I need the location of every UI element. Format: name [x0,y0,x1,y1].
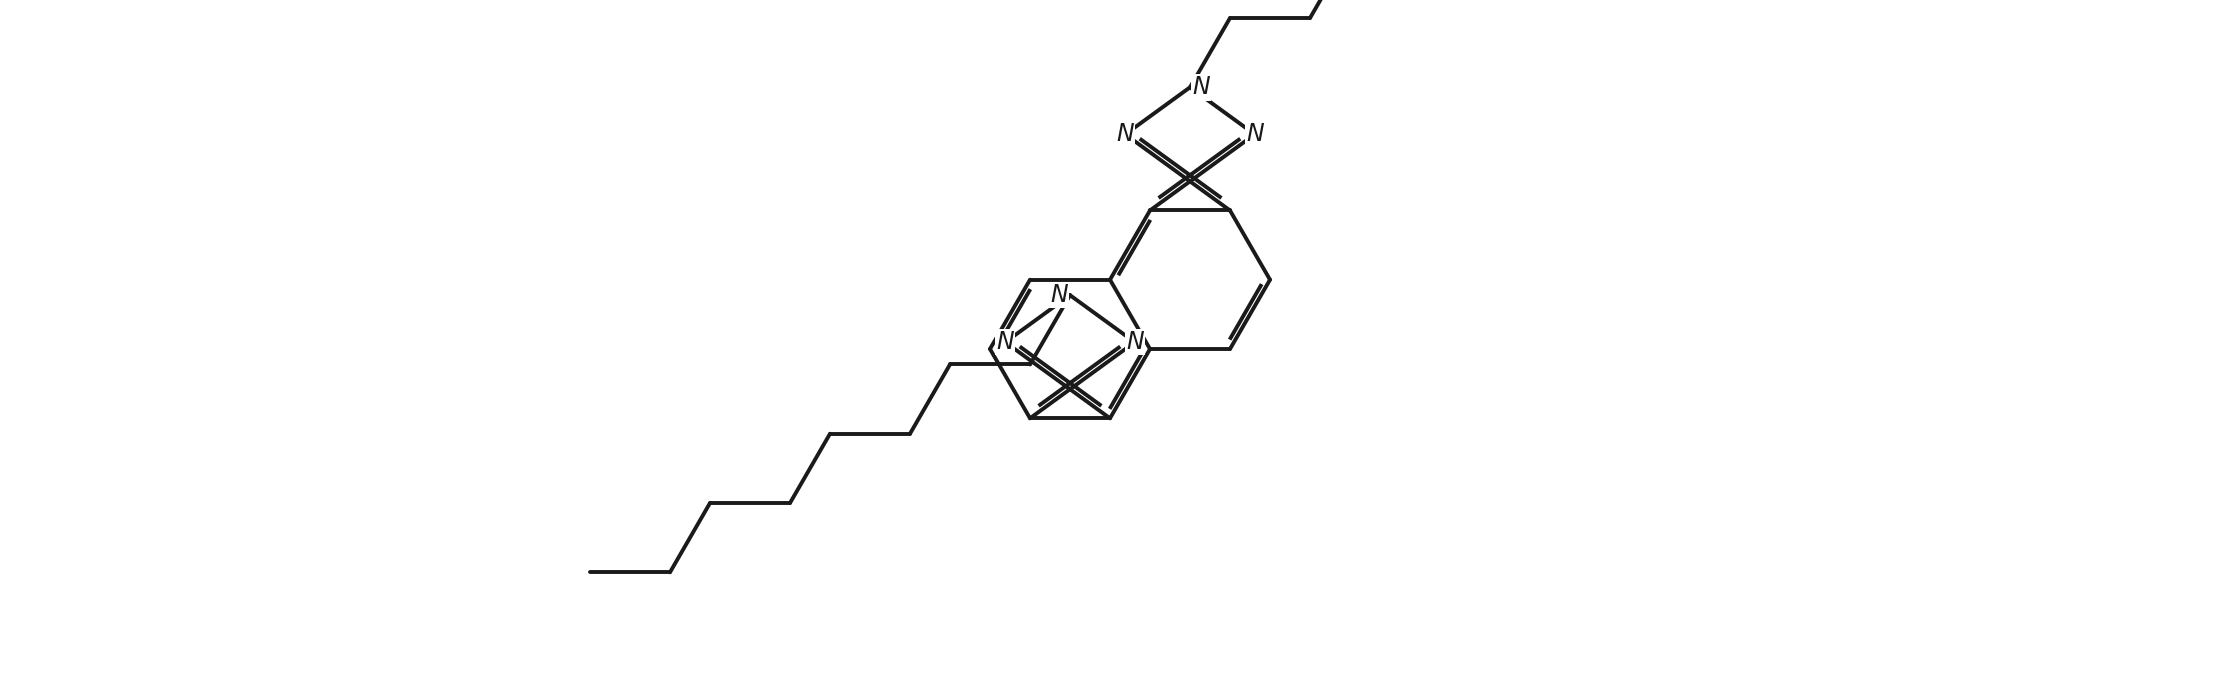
Text: N: N [1126,330,1143,354]
Text: N: N [1050,283,1068,307]
Text: N: N [1117,122,1135,147]
Text: N: N [996,330,1014,354]
Text: N: N [1246,122,1264,147]
Text: N: N [1193,75,1210,99]
